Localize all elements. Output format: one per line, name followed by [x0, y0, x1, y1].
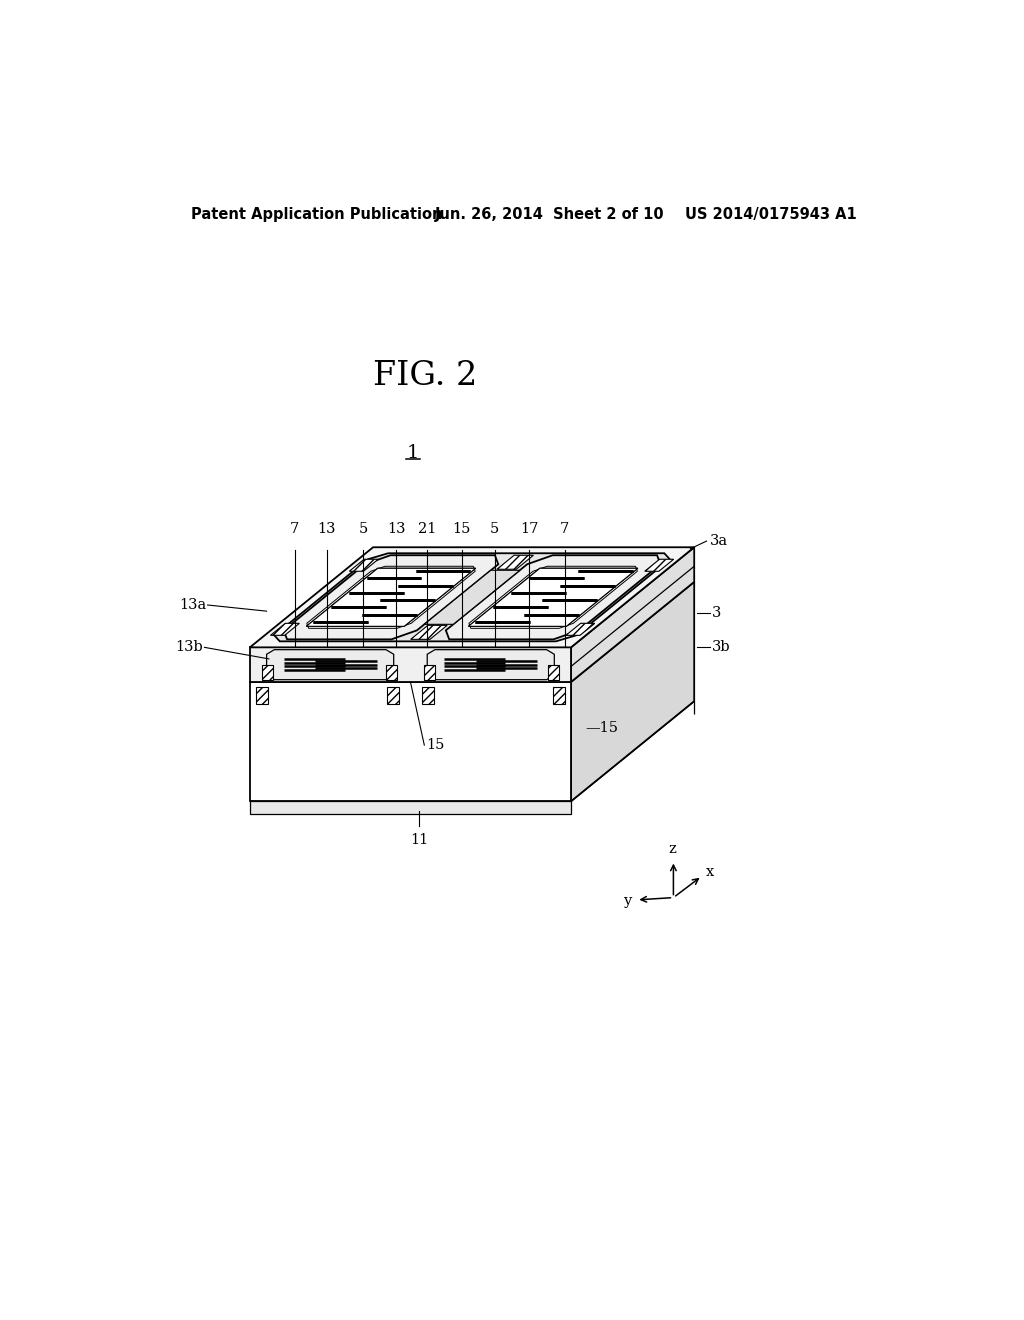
Polygon shape [553, 688, 565, 705]
Polygon shape [469, 566, 637, 628]
Text: US 2014/0175943 A1: US 2014/0175943 A1 [685, 207, 857, 222]
Polygon shape [284, 556, 499, 639]
Polygon shape [349, 560, 378, 572]
Polygon shape [262, 665, 272, 681]
Polygon shape [422, 688, 434, 705]
Polygon shape [307, 566, 475, 628]
Polygon shape [250, 801, 571, 813]
Text: 13b: 13b [175, 640, 203, 655]
Polygon shape [386, 665, 396, 681]
Text: 5: 5 [490, 521, 500, 536]
Text: 7: 7 [560, 521, 569, 536]
Text: —15: —15 [585, 721, 617, 735]
Text: 15: 15 [426, 738, 444, 752]
Text: 7: 7 [290, 521, 299, 536]
Polygon shape [497, 556, 534, 569]
Text: 1: 1 [407, 444, 420, 462]
Polygon shape [270, 623, 299, 635]
Text: 17: 17 [520, 521, 539, 536]
Polygon shape [427, 649, 554, 680]
Polygon shape [306, 569, 476, 626]
Polygon shape [250, 647, 571, 682]
Text: 3a: 3a [710, 535, 728, 548]
Polygon shape [645, 560, 674, 572]
Polygon shape [445, 556, 660, 639]
Text: 13: 13 [317, 521, 336, 536]
Polygon shape [571, 582, 694, 801]
Text: FIG. 2: FIG. 2 [374, 359, 477, 392]
Text: z: z [668, 842, 676, 857]
Text: 5: 5 [358, 521, 368, 536]
Text: 13: 13 [387, 521, 406, 536]
Text: 13a: 13a [179, 598, 206, 612]
Polygon shape [468, 569, 638, 626]
Polygon shape [468, 569, 638, 626]
Polygon shape [548, 665, 559, 681]
Polygon shape [571, 548, 694, 682]
Polygon shape [306, 569, 476, 626]
Polygon shape [250, 682, 571, 801]
Polygon shape [411, 626, 447, 639]
Polygon shape [266, 649, 393, 680]
Text: 3b: 3b [712, 640, 730, 655]
Polygon shape [566, 623, 595, 635]
Polygon shape [424, 570, 520, 624]
Text: Jun. 26, 2014  Sheet 2 of 10: Jun. 26, 2014 Sheet 2 of 10 [435, 207, 665, 222]
Text: 15: 15 [453, 521, 471, 536]
Text: x: x [706, 865, 714, 879]
Text: 11: 11 [411, 833, 428, 847]
Text: 21: 21 [418, 521, 436, 536]
Polygon shape [387, 688, 399, 705]
Text: Patent Application Publication: Patent Application Publication [190, 207, 442, 222]
Text: 3: 3 [712, 606, 721, 619]
Text: y: y [623, 894, 631, 908]
Polygon shape [256, 688, 268, 705]
Polygon shape [424, 665, 435, 681]
Polygon shape [250, 548, 694, 647]
Polygon shape [274, 553, 670, 642]
